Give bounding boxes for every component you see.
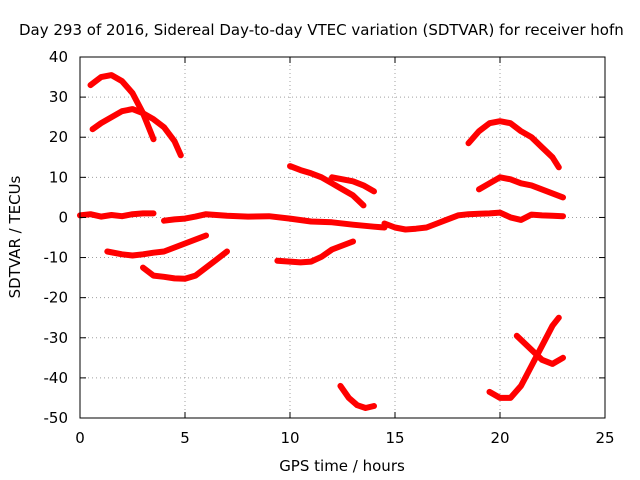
y-tick-label: -30 — [44, 329, 69, 347]
series-line — [329, 174, 377, 195]
axis-ticks: 0 5 10 15 20 25 40 30 20 10 0 -10 -20 -30 -40 -50 — [44, 48, 615, 447]
x-axis-label: GPS time / hours — [279, 457, 405, 475]
x-tick-label: 5 — [180, 429, 190, 447]
series-line — [87, 72, 157, 143]
series-line — [337, 382, 377, 411]
x-tick-label: 20 — [490, 429, 509, 447]
series-line — [274, 238, 356, 266]
series-line — [513, 332, 566, 367]
series-line — [140, 248, 230, 282]
series-line — [486, 314, 562, 401]
y-tick-label: 40 — [49, 48, 68, 66]
y-tick-label: -40 — [44, 369, 69, 387]
y-tick-label: -50 — [44, 409, 69, 427]
y-tick-label: 30 — [49, 88, 68, 106]
series-line — [104, 232, 209, 259]
y-tick-label: 0 — [58, 208, 68, 226]
x-tick-label: 25 — [595, 429, 614, 447]
x-tick-label: 0 — [75, 429, 85, 447]
y-tick-label: 20 — [49, 128, 68, 146]
series-line — [77, 210, 157, 220]
series-line — [89, 106, 184, 159]
grid — [80, 57, 605, 418]
series-line — [287, 163, 367, 209]
series-line — [381, 209, 566, 233]
series-line — [161, 211, 388, 231]
chart-title: Day 293 of 2016, Sidereal Day-to-day VTE… — [19, 21, 624, 39]
y-axis-label: SDTVAR / TECUs — [6, 175, 24, 298]
x-tick-label: 15 — [385, 429, 404, 447]
series-line — [476, 174, 566, 201]
y-tick-label: -20 — [44, 289, 69, 307]
plot-frame — [79, 56, 606, 419]
y-tick-label: -10 — [44, 249, 69, 267]
x-tick-label: 10 — [280, 429, 299, 447]
y-tick-label: 10 — [49, 168, 68, 186]
plot-series — [77, 72, 566, 411]
series-line — [465, 118, 562, 171]
